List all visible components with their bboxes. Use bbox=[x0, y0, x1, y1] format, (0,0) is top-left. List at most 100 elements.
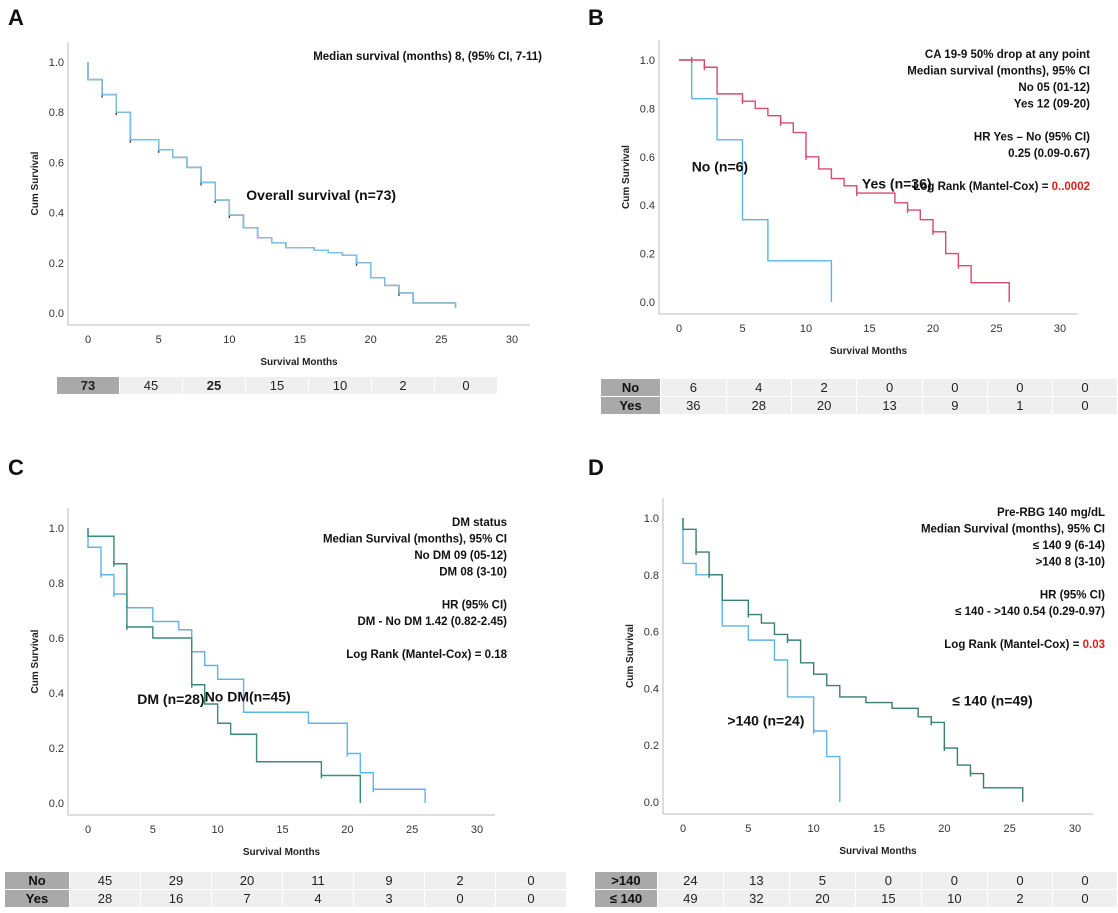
annotation-line: CA 19-9 50% drop at any point bbox=[925, 49, 1090, 61]
x-tick-label: 10 bbox=[800, 323, 812, 335]
annotation-line: Median survival (months), 95% CI bbox=[907, 66, 1090, 78]
risk-cell: 25 bbox=[183, 377, 245, 394]
risk-cell: 9 bbox=[922, 397, 987, 414]
y-tick-label: 0.6 bbox=[644, 627, 659, 639]
risk-cell: 11 bbox=[283, 872, 353, 889]
risk-cell: 0 bbox=[987, 872, 1052, 889]
annotation-line: DM - No DM 1.42 (0.82-2.45) bbox=[357, 616, 507, 628]
x-axis-label: Survival Months bbox=[839, 846, 917, 857]
risk-cell: 0 bbox=[435, 377, 497, 394]
y-tick-label: 0.8 bbox=[640, 103, 655, 115]
y-tick-label: 0.4 bbox=[640, 200, 655, 212]
curve-label: Overall survival (n=73) bbox=[246, 187, 396, 203]
risk-cell: 9 bbox=[354, 872, 424, 889]
x-tick-label: 15 bbox=[873, 823, 885, 835]
risk-row: ≤ 140 49 32 20 15 10 2 0 bbox=[595, 890, 1117, 907]
x-tick-label: 15 bbox=[294, 334, 306, 346]
y-tick-label: 0.8 bbox=[644, 570, 659, 582]
annotation-line: 0.25 (0.09-0.67) bbox=[1008, 148, 1090, 160]
x-tick-label: 0 bbox=[680, 823, 686, 835]
y-tick-label: 0.4 bbox=[644, 683, 659, 695]
x-tick-label: 0 bbox=[676, 323, 682, 335]
series-line-c-1 bbox=[87, 528, 361, 803]
risk-row-label: >140 bbox=[595, 872, 657, 889]
risk-cell: 4 bbox=[283, 890, 353, 907]
risk-row-label: No bbox=[601, 379, 661, 396]
annotation-line: Pre-RBG 140 mg/dL bbox=[997, 507, 1105, 519]
x-tick-label: 15 bbox=[863, 323, 875, 335]
risk-table-a: 73 45 25 15 10 2 0 bbox=[56, 376, 498, 395]
risk-cell: 2 bbox=[987, 890, 1052, 907]
risk-cell: 0 bbox=[1052, 379, 1117, 396]
risk-cell: 0 bbox=[1052, 872, 1117, 889]
risk-cell: 0 bbox=[425, 890, 495, 907]
annotation-line: HR (95% CI) bbox=[442, 600, 507, 612]
risk-row-label: Yes bbox=[5, 890, 69, 907]
x-tick-label: 5 bbox=[156, 334, 162, 346]
y-tick-label: 0.8 bbox=[49, 107, 64, 119]
curve-label: No (n=6) bbox=[692, 158, 748, 174]
x-axis-label: Survival Months bbox=[243, 847, 321, 858]
y-tick-label: 0.0 bbox=[640, 297, 655, 309]
risk-cell: 15 bbox=[246, 377, 308, 394]
y-tick-label: 0.0 bbox=[49, 798, 64, 810]
risk-cell: 2 bbox=[425, 872, 495, 889]
risk-table-d: >140 24 13 5 0 0 0 0 ≤ 140 49 32 20 15 10 2 0 bbox=[594, 871, 1118, 908]
y-tick-label: 0.0 bbox=[49, 308, 64, 320]
risk-cell: 0 bbox=[921, 872, 987, 889]
risk-cell: 0 bbox=[922, 379, 987, 396]
x-tick-label: 15 bbox=[276, 824, 288, 836]
x-tick-label: 20 bbox=[365, 334, 377, 346]
annotation-line: HR Yes – No (95% CI) bbox=[974, 132, 1090, 144]
risk-cell: 0 bbox=[1052, 397, 1117, 414]
curve-label: Yes (n=36) bbox=[862, 175, 932, 191]
risk-row-label: Yes bbox=[601, 397, 661, 414]
annotation-line: Log Rank (Mantel-Cox) = 0.18 bbox=[346, 649, 507, 661]
risk-row-label: ≤ 140 bbox=[595, 890, 657, 907]
annotation-line: DM 08 (3-10) bbox=[439, 567, 507, 579]
x-tick-label: 30 bbox=[471, 824, 483, 836]
y-tick-label: 0.2 bbox=[49, 743, 64, 755]
risk-row: Yes 28 16 7 4 3 0 0 bbox=[5, 890, 566, 907]
x-tick-label: 0 bbox=[85, 334, 91, 346]
y-tick-label: 1.0 bbox=[644, 513, 659, 525]
risk-cell: 0 bbox=[857, 379, 922, 396]
panel-letter-b: B bbox=[588, 5, 604, 30]
annotation-line: Median survival (months) 8, (95% CI, 7-1… bbox=[313, 51, 542, 63]
x-tick-label: 10 bbox=[212, 824, 224, 836]
annotation-line: Median Survival (months), 95% CI bbox=[323, 534, 507, 546]
y-axis-label: Cum Survival bbox=[30, 629, 41, 693]
annotation-line: >140 8 (3-10) bbox=[1036, 557, 1106, 569]
km-chart-c: 0.0 0.2 0.4 0.6 0.8 1.0 0 5 10 15 20 25 30 Survival M… bbox=[30, 508, 508, 858]
annotation-line: DM status bbox=[452, 517, 507, 529]
panel-letter-c: C bbox=[8, 455, 24, 480]
x-tick-label: 5 bbox=[150, 824, 156, 836]
risk-cell: 20 bbox=[791, 397, 857, 414]
km-chart-a: 0.0 0.2 0.4 0.6 0.8 1.0 0 5 10 15 20 25 30 Survival M… bbox=[30, 42, 542, 368]
series-line-b-0 bbox=[679, 59, 833, 302]
y-tick-label: 0.2 bbox=[644, 740, 659, 752]
risk-cell: 5 bbox=[789, 872, 855, 889]
curve-label: No DM(n=45) bbox=[205, 688, 291, 704]
y-tick-label: 1.0 bbox=[640, 55, 655, 67]
annotation-line: ≤ 140 - >140 0.54 (0.29-0.97) bbox=[955, 606, 1105, 618]
risk-row: No 6 4 2 0 0 0 0 bbox=[601, 379, 1117, 396]
curve-label: DM (n=28) bbox=[137, 691, 204, 707]
x-tick-label: 25 bbox=[435, 334, 447, 346]
risk-cell: 16 bbox=[141, 890, 211, 907]
x-axis-label: Survival Months bbox=[260, 357, 338, 368]
risk-cell: 32 bbox=[723, 890, 789, 907]
x-tick-label: 20 bbox=[938, 823, 950, 835]
annotation-line: Median Survival (months), 95% CI bbox=[921, 524, 1105, 536]
risk-cell: 2 bbox=[372, 377, 434, 394]
annotation-line: ≤ 140 9 (6-14) bbox=[1033, 540, 1105, 552]
y-tick-label: 0.0 bbox=[644, 797, 659, 809]
y-tick-label: 0.6 bbox=[49, 157, 64, 169]
risk-cell: 28 bbox=[70, 890, 140, 907]
x-tick-label: 20 bbox=[341, 824, 353, 836]
x-tick-label: 5 bbox=[739, 323, 745, 335]
x-tick-label: 25 bbox=[1004, 823, 1016, 835]
risk-cell: 49 bbox=[657, 890, 723, 907]
x-tick-label: 5 bbox=[745, 823, 751, 835]
